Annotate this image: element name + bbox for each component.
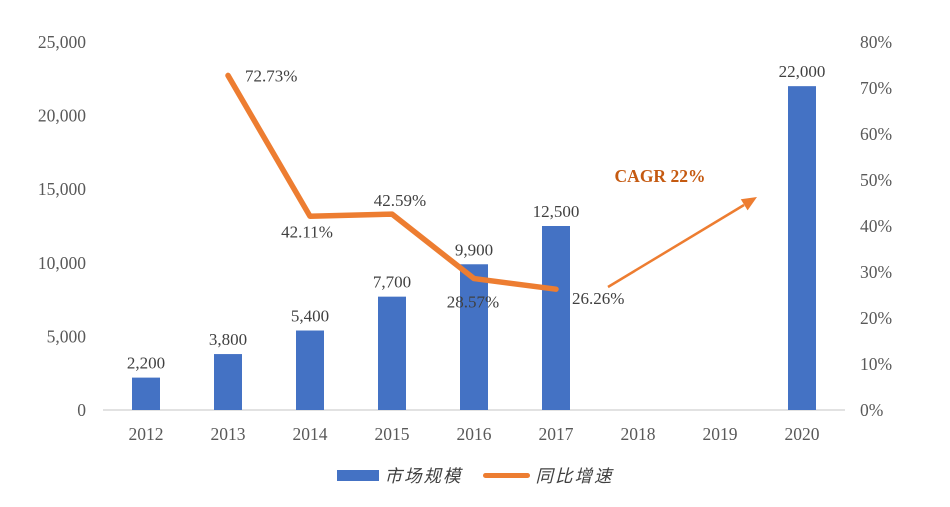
x-axis-label-2012: 2012 [129,424,164,444]
legend: 市场规模 同比增速 [0,463,950,488]
right-axis-tick: 20% [860,308,892,328]
cagr-annotation: CAGR 22% [614,166,706,186]
left-axis-tick: 0 [77,400,86,420]
bar-2014 [296,330,324,410]
x-axis-label-2020: 2020 [785,424,820,444]
x-axis-label-2018: 2018 [621,424,656,444]
line-label-2016: 28.57% [447,293,499,312]
x-axis-label-2015: 2015 [375,424,410,444]
right-axis-tick: 80% [860,32,892,52]
cagr-arrow-head-icon [740,197,757,211]
x-axis-label-2013: 2013 [211,424,246,444]
x-axis-label-2017: 2017 [539,424,574,444]
line-label-2014: 42.11% [281,222,333,241]
right-axis-tick: 60% [860,124,892,144]
left-axis-tick: 20,000 [38,106,86,126]
bar-label-2015: 7,700 [373,273,411,292]
left-axis-tick: 25,000 [38,32,86,52]
x-axis-label-2016: 2016 [457,424,492,444]
right-axis-tick: 40% [860,216,892,236]
legend-label-growth-rate: 同比增速 [535,466,614,486]
right-axis-tick: 10% [860,354,892,374]
right-axis-tick: 70% [860,78,892,98]
growth-rate-line [225,72,559,292]
bar-label-2016: 9,900 [455,240,493,259]
legend-label-market-size: 市场规模 [384,466,463,486]
legend-item-market-size: 市场规模 [336,463,463,488]
left-axis-tick: 10,000 [38,253,86,273]
bar-2015 [378,296,406,410]
bar-2012 [132,377,160,410]
right-axis-tick: 0% [860,400,883,420]
left-axis-tick: 15,000 [38,179,86,199]
bar-label-2012: 2,200 [127,354,165,373]
bar-2017 [542,226,570,410]
x-axis-label-2014: 2014 [293,424,328,444]
cagr-arrow [607,203,745,289]
bar-label-2017: 12,500 [533,202,580,221]
bar-label-2014: 5,400 [291,307,329,326]
line-label-2015: 42.59% [374,191,426,210]
line-label-2013: 72.73% [245,66,297,85]
x-axis-label-2019: 2019 [703,424,738,444]
bar-2016 [460,264,488,410]
bar-label-2013: 3,800 [209,330,247,349]
bar-label-2020: 22,000 [779,62,826,81]
left-axis-tick: 5,000 [47,326,87,346]
right-axis-tick: 30% [860,262,892,282]
legend-item-growth-rate: 同比增速 [482,463,614,488]
bar-2020 [788,86,816,410]
line-label-2017: 26.26% [572,289,624,308]
bar-series-swatch [336,470,379,481]
line-series-swatch [482,473,530,478]
right-axis-tick: 50% [860,170,892,190]
bar-2013 [214,354,242,410]
